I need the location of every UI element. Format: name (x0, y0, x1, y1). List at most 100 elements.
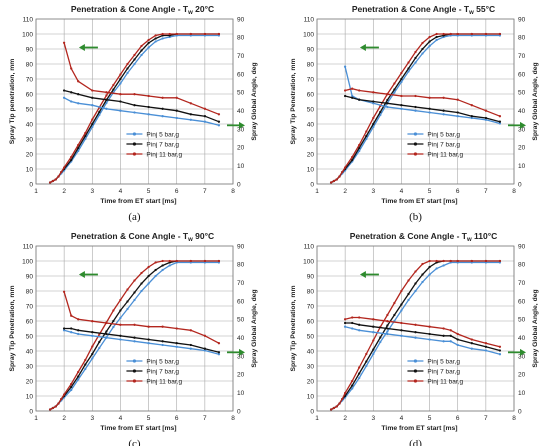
data-point (91, 122, 94, 126)
data-point (407, 298, 410, 302)
data-point (358, 329, 361, 332)
data-point (175, 342, 178, 345)
legend-marker (132, 142, 137, 146)
data-point (335, 405, 338, 408)
data-point (161, 37, 164, 40)
data-point (84, 358, 87, 362)
data-point (498, 353, 502, 356)
data-point (343, 391, 347, 395)
legend-label: Pinj 7 bar,g (427, 141, 460, 148)
data-point (351, 316, 354, 319)
y2-tick-label: 10 (518, 390, 526, 397)
y-tick-label: 10 (26, 166, 34, 173)
data-point (154, 37, 157, 40)
y-tick-label: 50 (26, 333, 34, 340)
panel-caption: (b) (409, 211, 422, 223)
data-point (140, 53, 143, 57)
y2-axis-label: Spray Global Angle, deg (532, 289, 539, 367)
legend-label: Pinj 7 bar,g (427, 368, 460, 375)
x-tick-label: 8 (231, 415, 235, 422)
penetration-axis-arrow (78, 44, 98, 51)
data-point (154, 261, 157, 264)
data-point (105, 91, 108, 94)
data-point (84, 363, 87, 366)
data-point (119, 93, 122, 96)
x-tick-label: 7 (484, 415, 488, 422)
data-point (217, 32, 221, 36)
legend-marker (413, 379, 418, 383)
y2-tick-label: 60 (518, 298, 526, 305)
data-point (140, 289, 143, 293)
data-point (77, 102, 80, 105)
legend-marker (132, 369, 137, 373)
data-point (365, 130, 368, 133)
data-point (105, 336, 108, 339)
data-point (372, 339, 375, 342)
y2-tick-label: 90 (237, 243, 245, 250)
data-point (147, 105, 150, 109)
data-point (70, 385, 73, 389)
y2-tick-label: 40 (237, 108, 245, 115)
data-point (189, 343, 192, 347)
x-tick-label: 8 (512, 415, 516, 422)
data-point (343, 325, 347, 328)
data-point (332, 179, 336, 183)
data-point (498, 122, 502, 125)
data-point (456, 259, 459, 263)
y-tick-label: 100 (303, 258, 314, 265)
data-point (60, 170, 63, 174)
data-point (332, 406, 336, 410)
y-tick-label: 50 (307, 106, 315, 113)
y-tick-label: 60 (26, 91, 34, 98)
data-point (189, 118, 192, 121)
data-point (372, 122, 375, 126)
x-tick-label: 8 (231, 188, 235, 195)
x-tick-label: 5 (428, 188, 432, 195)
data-point (175, 259, 178, 263)
data-point (372, 318, 375, 321)
data-point (84, 367, 87, 371)
x-tick-label: 2 (343, 415, 347, 422)
data-point (84, 131, 87, 135)
penetration-axis-arrow (359, 44, 379, 51)
chart-title: Penetration & Cone Angle - Tw 20°C (71, 4, 214, 16)
data-point (414, 50, 417, 54)
data-point (175, 109, 178, 112)
data-point (54, 178, 57, 181)
legend-marker (132, 359, 137, 363)
data-point (400, 334, 403, 337)
x-tick-label: 2 (62, 415, 66, 422)
y-tick-label: 10 (307, 393, 315, 400)
y2-tick-label: 60 (518, 71, 526, 78)
data-point (343, 65, 347, 68)
y2-tick-label: 70 (237, 280, 245, 287)
data-point (126, 300, 129, 303)
data-point (351, 158, 354, 162)
data-point (498, 349, 502, 352)
y2-tick-label: 40 (518, 335, 526, 342)
data-point (421, 52, 424, 55)
x-tick-label: 8 (512, 188, 516, 195)
data-point (386, 332, 389, 336)
data-point (442, 327, 445, 330)
data-point (70, 327, 73, 330)
data-point (435, 259, 438, 263)
data-point (386, 327, 389, 330)
data-point (189, 329, 192, 332)
data-point (161, 32, 164, 36)
data-point (62, 393, 66, 396)
data-point (338, 402, 341, 405)
data-point (449, 329, 452, 332)
y-tick-label: 40 (307, 348, 315, 355)
data-point (154, 274, 157, 278)
legend-label: Pinj 11 bar,g (146, 151, 182, 158)
y-tick-label: 50 (26, 106, 34, 113)
data-point (421, 280, 424, 284)
data-point (484, 349, 488, 352)
data-point (449, 32, 452, 36)
data-point (57, 402, 60, 405)
data-point (407, 61, 410, 64)
plot-area (36, 19, 233, 184)
data-point (414, 336, 417, 339)
